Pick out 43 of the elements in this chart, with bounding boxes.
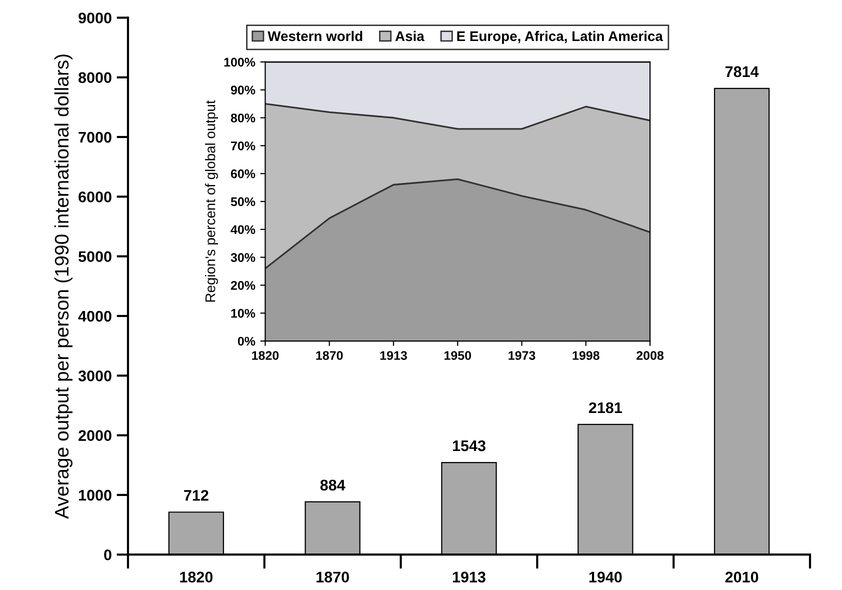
legend-label: Western world <box>268 30 362 42</box>
x-tick-label: 1940 <box>589 572 622 582</box>
y-tick-label: 7000 <box>78 132 112 143</box>
x-tick-label: 1913 <box>380 351 407 360</box>
y-tick-label: 6000 <box>78 192 112 202</box>
data-label: 7814 <box>725 66 759 78</box>
x-tick-label: 2008 <box>636 351 664 360</box>
x-tick-label: 1870 <box>316 351 343 360</box>
y-tick-label: 10% <box>231 308 256 318</box>
x-tick-label: 1870 <box>316 572 349 582</box>
x-tick-label: 1820 <box>180 572 213 582</box>
y-tick-label: 9000 <box>78 12 112 24</box>
y-tick-label: 100% <box>224 58 256 67</box>
data-label: 884 <box>320 480 346 491</box>
x-tick-label: 1913 <box>452 572 486 583</box>
x-tick-label: 1973 <box>508 351 536 360</box>
x-tick-label: 1950 <box>444 351 472 360</box>
legend-label: Asia <box>395 30 424 42</box>
y-tick-label: 40% <box>230 225 256 234</box>
y-tick-label: 2000 <box>78 430 112 441</box>
data-label: 1543 <box>452 440 486 452</box>
data-label: 2181 <box>588 402 622 414</box>
y-tick-label: 80% <box>230 114 256 122</box>
legend-label: E Europe, Africa, Latin America <box>457 30 663 44</box>
x-tick-label: 2010 <box>725 572 758 582</box>
y-tick-label: 3000 <box>78 370 112 382</box>
y-tick-label: 8000 <box>78 72 112 84</box>
y-tick-label: 1000 <box>78 490 112 501</box>
y-axis-title: Average output per person (1990 international dollars) <box>54 54 72 519</box>
y-tick-label: 20% <box>230 281 256 290</box>
y-tick-label: 0% <box>238 336 256 346</box>
y-tick-label: 50% <box>230 197 256 206</box>
y-tick-label: 4000 <box>78 310 112 322</box>
y-tick-label: 90% <box>230 86 256 95</box>
y-tick-label: 30% <box>230 253 256 262</box>
y-tick-label: 0 <box>104 549 112 560</box>
y-tick-label: 70% <box>231 141 256 150</box>
y-tick-label: 5000 <box>78 251 112 262</box>
x-tick-label: 1998 <box>572 351 600 360</box>
y-axis-title: Region's percent of global output <box>205 100 218 302</box>
data-label: 712 <box>184 490 208 501</box>
y-tick-label: 60% <box>230 169 256 178</box>
x-tick-label: 1820 <box>252 351 279 360</box>
